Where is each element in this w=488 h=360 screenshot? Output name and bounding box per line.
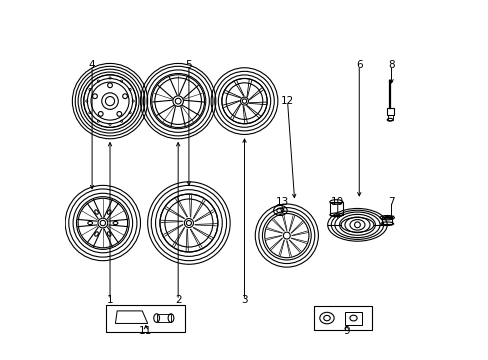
Bar: [156, 314, 171, 322]
Text: 4: 4: [89, 60, 95, 70]
Text: 13: 13: [275, 197, 288, 207]
Text: 7: 7: [387, 197, 394, 207]
Text: 11: 11: [139, 325, 152, 336]
Bar: [314, 306, 371, 330]
Text: 6: 6: [355, 60, 362, 70]
Bar: [387, 115, 392, 120]
Text: 9: 9: [343, 325, 349, 336]
Bar: [382, 217, 391, 224]
Bar: [344, 312, 362, 324]
Text: 3: 3: [241, 295, 247, 305]
Text: 1: 1: [106, 295, 113, 305]
Text: 12: 12: [280, 96, 294, 106]
Bar: [329, 202, 342, 215]
Text: 8: 8: [387, 60, 394, 70]
Bar: [106, 305, 185, 332]
Text: 5: 5: [185, 60, 192, 70]
Text: 2: 2: [175, 295, 181, 305]
Text: 10: 10: [330, 197, 344, 207]
Bar: [386, 108, 393, 116]
